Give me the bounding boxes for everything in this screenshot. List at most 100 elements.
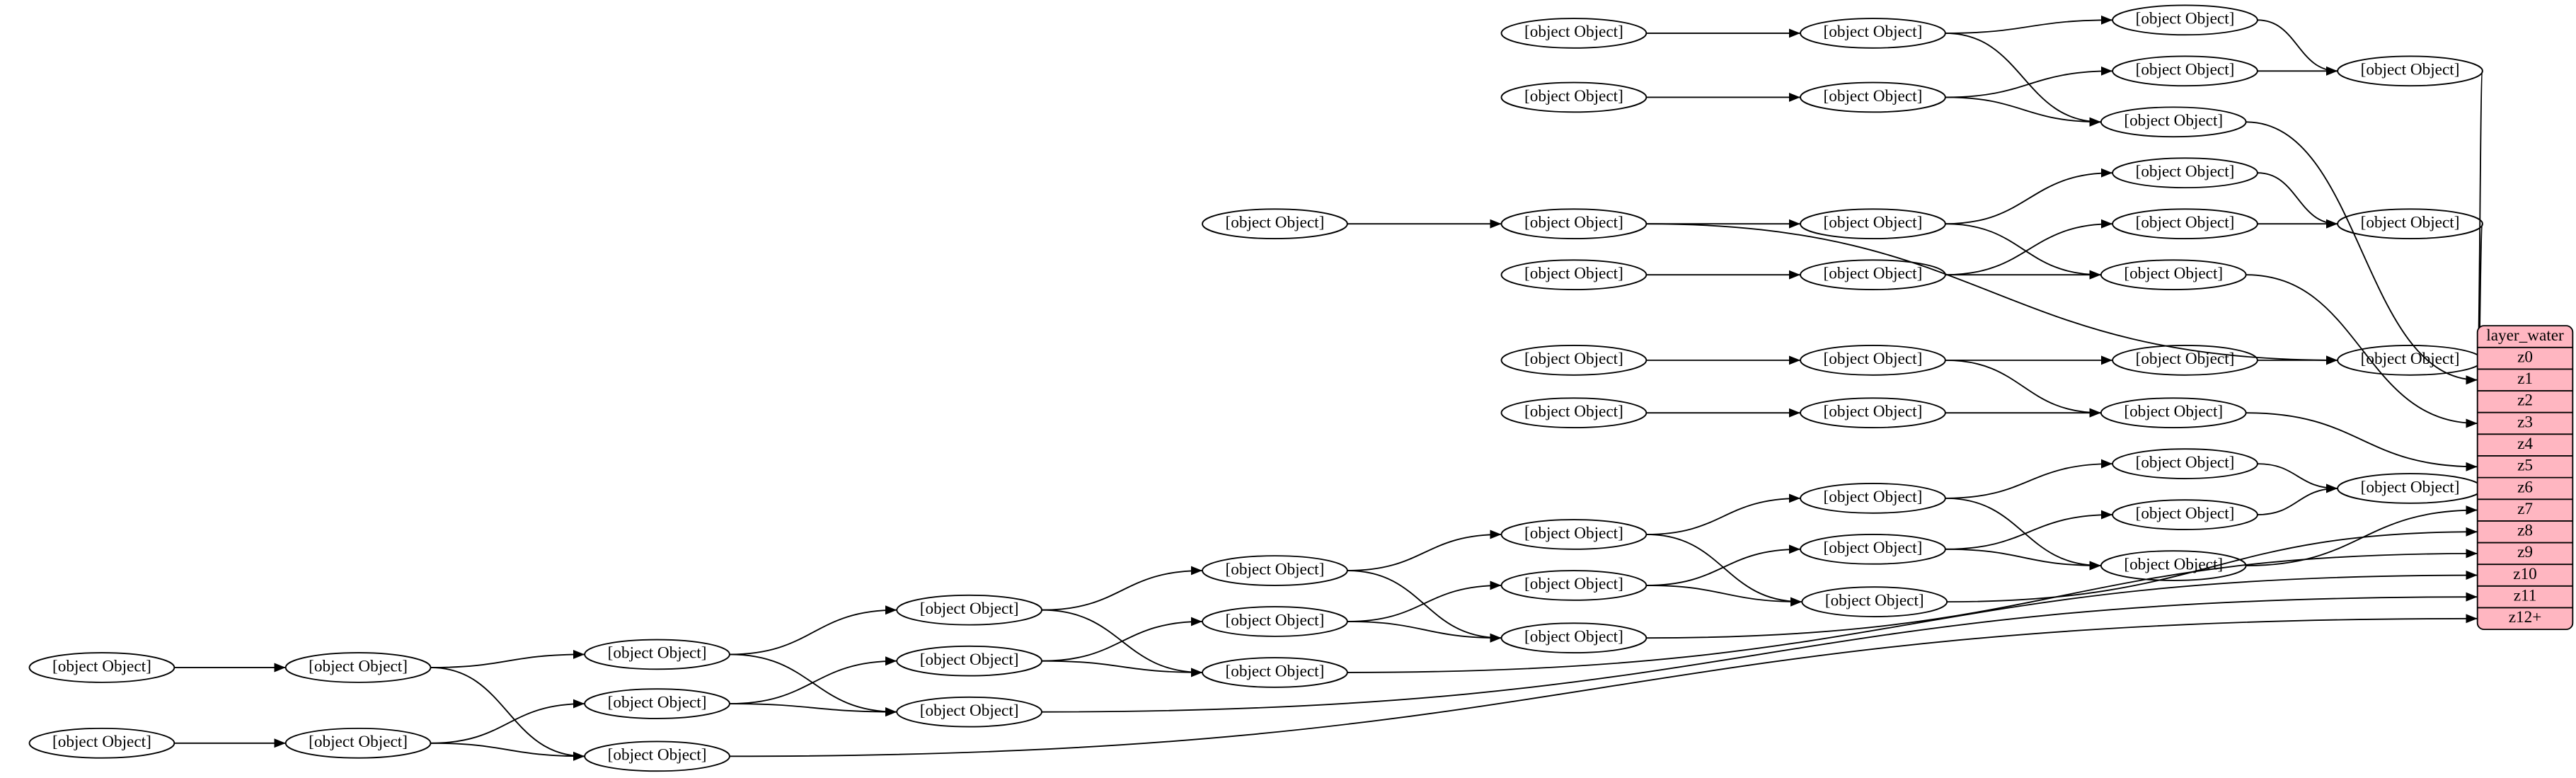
edge — [729, 605, 897, 656]
node-label: [object Object] — [1524, 524, 1623, 542]
record-field: z7 — [2517, 500, 2533, 518]
node — [28, 727, 176, 759]
node-label: [object Object] — [2136, 163, 2235, 181]
node-label: [object Object] — [920, 651, 1019, 669]
edge — [1945, 168, 2113, 225]
edge — [1347, 621, 1502, 643]
node-label: [object Object] — [52, 657, 151, 675]
node-label: [object Object] — [2361, 478, 2460, 496]
node — [1800, 534, 1946, 565]
node — [2100, 550, 2247, 581]
node — [1202, 555, 1348, 586]
node — [2112, 345, 2258, 376]
node-label: [object Object] — [1524, 350, 1623, 368]
node — [2100, 106, 2247, 138]
node-label: [object Object] — [309, 733, 408, 751]
record-field: z6 — [2517, 478, 2533, 496]
node — [2112, 448, 2258, 479]
edge — [729, 703, 897, 717]
edge — [430, 667, 585, 761]
node-label: [object Object] — [2136, 61, 2235, 79]
edge — [1646, 223, 2338, 365]
edge — [1945, 15, 2113, 34]
node — [2100, 397, 2247, 428]
edge — [1646, 493, 1801, 535]
edge — [1347, 530, 1502, 571]
node — [1800, 208, 1946, 240]
record-field: z0 — [2517, 348, 2533, 366]
node-label: [object Object] — [2124, 555, 2223, 573]
node-label: [object Object] — [1524, 23, 1623, 41]
record-field: z8 — [2517, 522, 2533, 540]
node-label: [object Object] — [1824, 488, 1923, 506]
node — [1800, 81, 1946, 113]
edge — [1646, 549, 2478, 639]
edge — [1042, 592, 2478, 713]
edge — [430, 742, 585, 761]
node-label: [object Object] — [1824, 214, 1923, 232]
record-field: z2 — [2517, 391, 2533, 410]
node-label: [object Object] — [1824, 87, 1923, 105]
edge — [1945, 96, 2101, 127]
node-label: [object Object] — [608, 693, 707, 711]
node — [1202, 657, 1348, 688]
edge — [1945, 548, 2101, 571]
node — [1800, 345, 1946, 376]
node-label: [object Object] — [1825, 591, 1924, 610]
node-label: [object Object] — [1824, 539, 1923, 557]
node — [1500, 81, 1648, 113]
edge — [2257, 19, 2338, 76]
node — [1800, 397, 1946, 428]
node-label: [object Object] — [2124, 112, 2223, 130]
node-label: [object Object] — [1226, 214, 1325, 232]
node-label: [object Object] — [1824, 23, 1923, 41]
node-label: [object Object] — [1524, 87, 1623, 105]
node-label: [object Object] — [920, 600, 1019, 618]
node-label: [object Object] — [2136, 10, 2235, 28]
node-label: [object Object] — [2124, 264, 2223, 282]
node-label: [object Object] — [309, 657, 408, 675]
node-label: [object Object] — [1524, 264, 1623, 282]
edge — [2257, 172, 2338, 229]
node — [896, 645, 1042, 677]
edge — [1347, 580, 1502, 622]
node — [1800, 483, 1946, 514]
node-label: [object Object] — [52, 733, 151, 751]
node-label: [object Object] — [2361, 350, 2460, 368]
node — [2112, 499, 2258, 530]
edge — [430, 649, 585, 668]
node-label: [object Object] — [1226, 611, 1325, 629]
record-field: z3 — [2517, 413, 2533, 431]
node — [584, 688, 730, 719]
edge — [1945, 32, 2101, 127]
node-label: [object Object] — [2124, 402, 2223, 421]
node-label: [object Object] — [1824, 402, 1923, 421]
node — [1500, 397, 1648, 428]
edge — [729, 653, 897, 717]
edge — [2246, 121, 2478, 385]
edge — [430, 699, 585, 744]
node — [1500, 570, 1648, 601]
node — [896, 696, 1042, 728]
node-label: [object Object] — [2361, 214, 2460, 232]
node — [1202, 208, 1348, 240]
edge — [1947, 527, 2478, 603]
edge — [1945, 359, 2101, 418]
node — [2112, 208, 2258, 240]
edge — [1945, 66, 2113, 98]
node-label: [object Object] — [1824, 264, 1923, 282]
record-field: z1 — [2517, 370, 2533, 388]
node — [2112, 55, 2258, 87]
edge — [729, 656, 897, 704]
node — [1202, 606, 1348, 637]
edge — [1945, 223, 2101, 280]
node — [896, 594, 1042, 626]
node — [1500, 18, 1648, 49]
node-label: [object Object] — [2136, 214, 2235, 232]
record-title: layer_water — [2486, 326, 2564, 345]
node — [2112, 157, 2258, 189]
node-label: [object Object] — [920, 702, 1019, 720]
edge — [1042, 617, 1203, 662]
node-label: [object Object] — [2136, 453, 2235, 471]
